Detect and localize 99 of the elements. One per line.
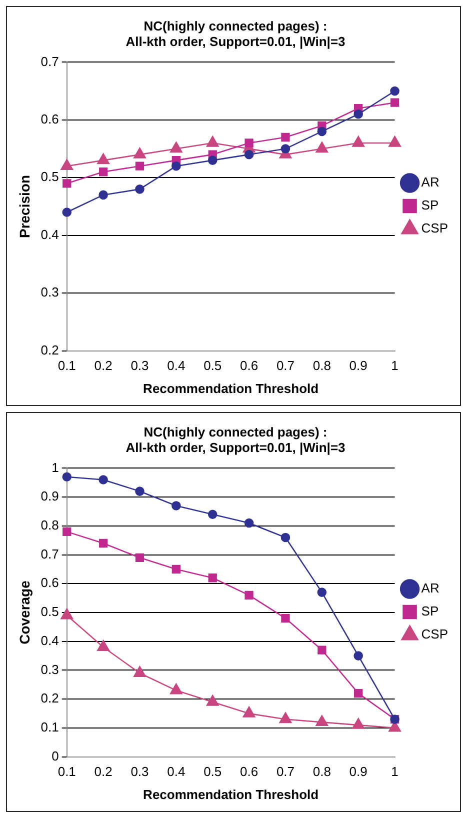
x-tick-label: 0.2: [94, 764, 112, 780]
point: [318, 646, 326, 654]
legend-label: SP: [421, 604, 439, 619]
y-tick-label: 0.5: [40, 604, 59, 620]
text: NC(highly connected pages) :: [144, 18, 328, 34]
point: [244, 150, 254, 160]
legend-label: CSP: [421, 626, 448, 642]
point: [135, 162, 144, 170]
y-tick-label: 0.9: [40, 488, 59, 504]
point: [62, 527, 72, 536]
point: [390, 86, 400, 96]
point: [62, 472, 72, 482]
point: [134, 148, 146, 158]
y-tick-label: 0.5: [40, 169, 59, 184]
point: [242, 706, 256, 718]
y-tick-label: 0.7: [40, 546, 59, 562]
point: [208, 574, 217, 582]
legend-label: AR: [421, 580, 440, 596]
point: [98, 538, 108, 548]
x-tick-label: 0.9: [349, 764, 368, 780]
point: [172, 161, 181, 171]
x-tick-label: 0.2: [94, 358, 112, 374]
y-tick-label: 0.2: [40, 690, 59, 706]
point: [281, 132, 290, 142]
point: [208, 156, 218, 165]
point: [388, 136, 401, 147]
x-tick-label: 0.9: [349, 358, 368, 374]
point: [97, 640, 110, 651]
y-tick-label: 0.8: [40, 518, 59, 532]
point: [316, 142, 328, 153]
point: [281, 614, 290, 623]
x-tick-label: 0.8: [312, 764, 331, 780]
x-tick-label: 0.5: [204, 764, 222, 780]
y-tick-label: 0.7: [40, 54, 59, 69]
y-tick-label: 0.2: [40, 342, 59, 358]
y-tick-label: 1: [52, 460, 59, 475]
text: All-kth order, Support=0.01, |Win|=3: [126, 34, 346, 49]
point: [60, 159, 74, 170]
x-tick-label: 0.7: [276, 358, 295, 374]
y-axis-title: Coverage: [16, 580, 32, 644]
point: [279, 712, 292, 724]
point: [98, 475, 108, 484]
y-tick-label: 0.4: [40, 226, 59, 242]
x-tick-label: 0.6: [240, 764, 258, 780]
x-tick-label: 0.8: [312, 358, 331, 374]
y-tick-label: 0.3: [40, 284, 59, 300]
x-tick-label: 0.4: [167, 764, 186, 780]
point: [280, 532, 290, 542]
x-axis-title: Recommendation Threshold: [143, 380, 319, 396]
point: [62, 208, 72, 217]
point: [280, 144, 290, 154]
x-tick-label: 0.5: [204, 358, 222, 374]
x-tick-label: 1: [391, 358, 398, 374]
point: [98, 168, 108, 176]
point: [135, 184, 144, 194]
point: [244, 138, 254, 148]
point: [206, 136, 219, 147]
point: [135, 553, 144, 562]
legend-label: AR: [421, 174, 440, 190]
y-tick-label: 0.1: [40, 720, 59, 735]
y-tick-label: 0: [52, 748, 59, 764]
point: [135, 486, 144, 496]
point: [390, 98, 400, 107]
legend-label: CSP: [421, 220, 448, 236]
point: [244, 590, 254, 600]
x-tick-label: 0.6: [240, 358, 258, 374]
y-tick-label: 0.6: [40, 112, 59, 126]
point: [244, 518, 254, 528]
point: [98, 190, 108, 200]
point: [317, 588, 327, 597]
point: [316, 715, 328, 726]
point: [354, 110, 363, 119]
y-axis-title: Precision: [16, 174, 32, 238]
x-axis-title: Recommendation Threshold: [143, 786, 319, 802]
x-tick-label: 0.4: [167, 358, 186, 374]
x-tick-label: 0.3: [130, 358, 149, 374]
point: [170, 142, 182, 153]
point: [172, 501, 181, 510]
x-tick-label: 1: [391, 764, 398, 780]
text: All-kth order, Support=0.01, |Win|=3: [126, 440, 346, 455]
point: [134, 666, 146, 677]
point: [317, 126, 327, 136]
point: [206, 694, 219, 706]
point: [97, 153, 110, 164]
y-tick-label: 0.6: [40, 575, 59, 590]
point: [208, 510, 218, 520]
text: NC(highly connected pages) :: [144, 424, 328, 440]
point: [354, 651, 363, 660]
legend-label: SP: [421, 198, 439, 213]
point: [172, 564, 180, 574]
y-tick-label: 0.4: [40, 632, 59, 648]
x-tick-label: 0.3: [130, 764, 149, 780]
y-tick-label: 0.3: [40, 662, 59, 677]
point: [352, 718, 365, 729]
point: [60, 608, 74, 620]
point: [352, 136, 365, 147]
point: [354, 688, 363, 698]
x-tick-label: 0.7: [276, 764, 295, 780]
point: [170, 683, 182, 694]
